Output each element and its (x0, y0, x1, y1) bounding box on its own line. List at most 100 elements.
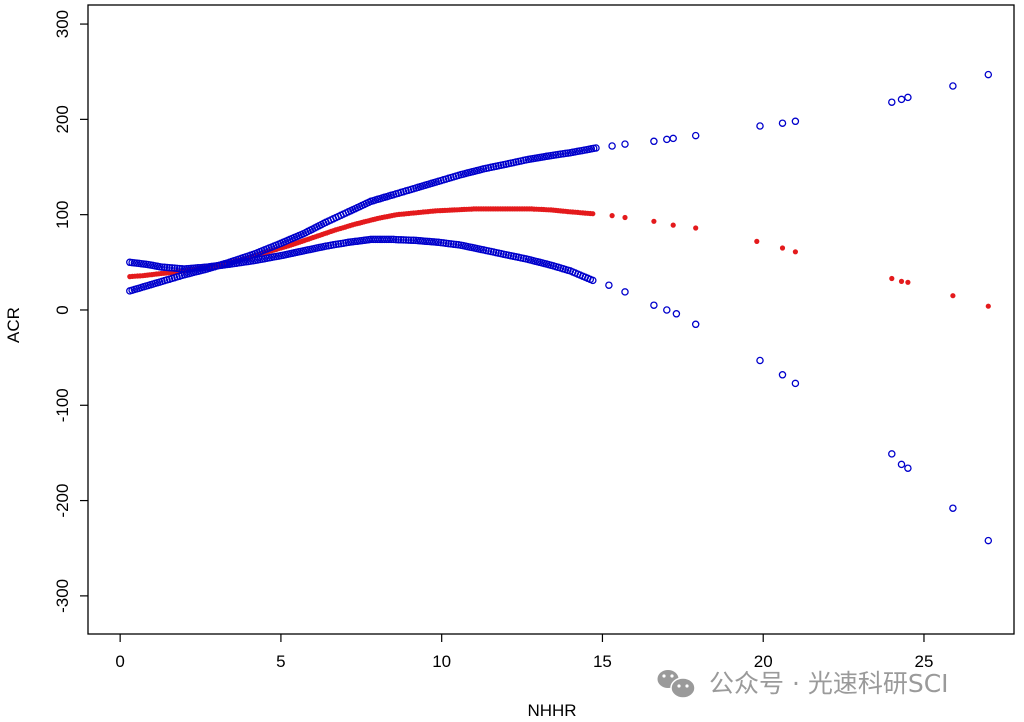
fit-point (905, 279, 911, 285)
lower-bound-point (407, 236, 415, 244)
x-axis: 0 5 10 15 20 25 (115, 634, 933, 671)
fit-point (651, 218, 657, 224)
fit-point (670, 222, 676, 228)
watermark: 公众号 · 光速科研SCI (657, 669, 949, 699)
lower-bound-point (399, 236, 408, 244)
fit-point (792, 249, 799, 255)
upper-bound-point (904, 93, 912, 102)
fit-point (622, 214, 628, 221)
y-tick-label: 200 (53, 105, 72, 133)
lower-bound-point (984, 536, 993, 545)
upper-bound-point (791, 117, 800, 126)
x-tick-label: 0 (115, 652, 124, 671)
upper-bound-point (608, 142, 616, 150)
lower-bound-point (449, 240, 458, 248)
lower-bound-point (387, 235, 395, 244)
x-tick-label: 20 (754, 652, 773, 671)
y-tick-label: -200 (53, 484, 72, 518)
upper-bound-point (621, 140, 629, 148)
lower-bound-point (663, 306, 671, 314)
scatter-series (126, 70, 993, 545)
watermark-text: 公众号 · 光速科研SCI (709, 669, 949, 698)
upper-bound-point (592, 144, 600, 152)
lower-bound-point (213, 262, 221, 270)
fit-point (950, 293, 956, 299)
lower-bound-point (904, 464, 912, 472)
x-tick-label: 15 (593, 652, 612, 671)
lower-bound-point (210, 262, 219, 270)
y-tick-label: 100 (53, 200, 72, 228)
lower-bound-point (404, 236, 413, 244)
y-tick-label: 0 (53, 305, 72, 314)
lower-bound-point (163, 263, 171, 272)
lower-bound-point (605, 281, 613, 289)
lower-bound-point (672, 310, 681, 318)
lower-bound-point (392, 235, 400, 244)
lower-bound-point (444, 239, 453, 248)
upper-bound-point (949, 82, 957, 90)
fit-point (985, 303, 991, 309)
lower-bound-point (208, 262, 216, 271)
lower-bound-point (175, 264, 184, 273)
lower-bound-point (397, 236, 405, 244)
lower-bound-point (160, 263, 169, 272)
lower-bound-point (791, 379, 800, 388)
wechat-icon (657, 670, 696, 699)
x-axis-title: NHHR (527, 701, 576, 720)
plot-frame (87, 4, 1015, 635)
upper-bound-point (669, 134, 677, 143)
x-tick-label: 5 (276, 652, 285, 671)
fit-point (609, 213, 615, 219)
lower-bound-point (158, 263, 166, 271)
lower-bound-point (215, 261, 224, 270)
lower-bound-point (223, 260, 231, 269)
y-tick-label: 300 (53, 10, 72, 38)
upper-bound-point (897, 95, 906, 104)
upper-bound-point (888, 98, 896, 106)
lower-bound-point (437, 238, 445, 247)
lower-bound-point (442, 239, 450, 248)
lower-bound-point (691, 320, 700, 329)
lower-bound-point (165, 263, 174, 272)
lower-bound-point (178, 265, 186, 273)
y-tick-label: -100 (53, 388, 72, 422)
lower-bound-point (434, 238, 443, 247)
lower-bound-point (389, 235, 398, 244)
lower-bound-point (402, 236, 410, 244)
lower-bound-point (385, 235, 393, 244)
lower-bound-point (173, 264, 181, 273)
lower-bound-point (394, 235, 403, 244)
lower-bound-point (949, 504, 957, 512)
lower-bound-point (447, 240, 455, 248)
lower-bound-point (888, 450, 896, 458)
fit-point (898, 278, 905, 284)
fit-point (693, 225, 699, 231)
lower-bound-point (589, 276, 597, 285)
lower-bound-point (756, 356, 764, 365)
lower-bound-point (170, 264, 179, 272)
lower-bound-point (452, 240, 460, 249)
lower-bound-point (621, 288, 629, 296)
lower-bound-point (650, 301, 658, 309)
upper-bound-point (650, 137, 658, 146)
series-0 (127, 206, 991, 309)
lower-bound-point (203, 263, 211, 271)
series-2 (126, 235, 993, 545)
fit-point (754, 238, 760, 244)
x-tick-label: 10 (432, 652, 451, 671)
upper-bound-point (756, 122, 764, 130)
x-tick-label: 25 (915, 652, 934, 671)
upper-bound-point (556, 150, 565, 158)
upper-bound-point (984, 70, 993, 79)
y-axis-title: ACR (4, 307, 23, 343)
upper-bound-point (778, 119, 787, 127)
fit-point (889, 275, 895, 282)
lower-bound-point (218, 261, 226, 269)
fit-point (779, 245, 786, 251)
upper-bound-point (691, 131, 700, 140)
lower-bound-point (897, 460, 906, 469)
fit-point (590, 211, 596, 217)
lower-bound-point (409, 236, 418, 245)
upper-bound-point (663, 135, 671, 144)
